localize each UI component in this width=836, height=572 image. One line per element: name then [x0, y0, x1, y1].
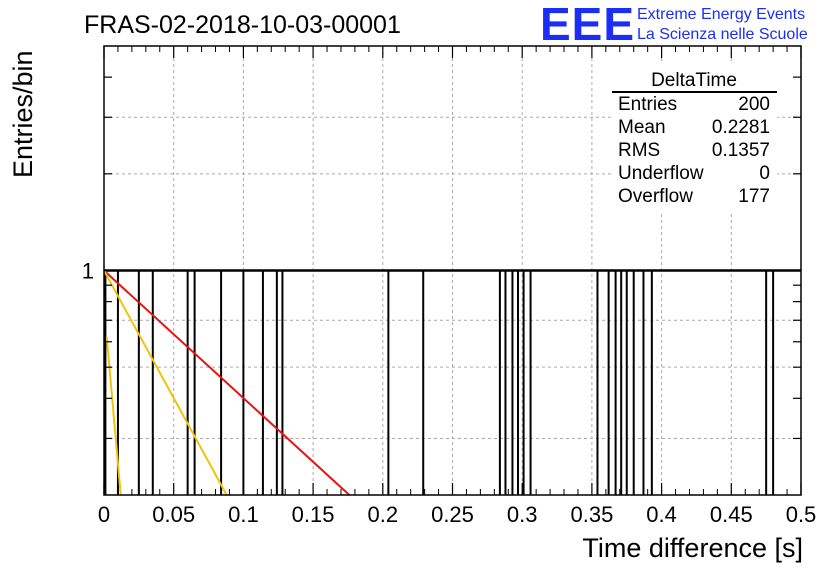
x-tick-label: 0.05: [152, 502, 195, 527]
stats-label-rms: RMS: [618, 140, 660, 161]
x-tick-labels: 0 0.05 0.1 0.15 0.2 0.25 0.3 0.35 0.4 0.45 0.5: [98, 502, 816, 527]
fit-line: [103, 269, 351, 496]
x-tick-label: 0.45: [710, 502, 753, 527]
stats-box: DeltaTime Entries 200 Mean 0.2281 RMS 0.…: [612, 64, 777, 212]
x-tick-label: 0.4: [646, 502, 677, 527]
x-tick-label: 0: [98, 502, 110, 527]
stats-label-entries: Entries: [618, 94, 677, 115]
stats-value-mean: 0.2281: [712, 117, 770, 138]
plot-frame: [103, 45, 802, 496]
x-tick-label: 0.2: [368, 502, 399, 527]
histogram-bars: [104, 269, 801, 495]
stats-value-underflow: 0: [759, 163, 770, 184]
stats-title: DeltaTime: [651, 70, 737, 91]
chart-title: FRAS-02-2018-10-03-00001: [84, 11, 401, 39]
stats-label-mean: Mean: [618, 117, 666, 138]
x-tick-label: 0.3: [507, 502, 538, 527]
x-tick-label: 0.1: [228, 502, 259, 527]
y-tick-labels: 1: [82, 259, 94, 284]
fit-lines: [103, 269, 351, 496]
stats-value-overflow: 177: [738, 186, 770, 207]
x-tick-label: 0.15: [292, 502, 335, 527]
logo-subtitle-1: Extreme Energy Events: [637, 6, 805, 23]
x-axis-label: Time difference [s]: [582, 533, 803, 563]
eee-logo: EEE: [540, 0, 635, 50]
stats-background: [612, 64, 777, 212]
stats-value-rms: 0.1357: [712, 140, 770, 161]
fit-line: [105, 337, 122, 496]
x-tick-label: 0.25: [431, 502, 474, 527]
x-tick-label: 0.5: [786, 502, 817, 527]
y-axis-label: Entries/bin: [8, 50, 38, 178]
logo-subtitle-2: La Scienza nelle Scuole: [637, 26, 808, 43]
y-tick-label: 1: [82, 259, 94, 284]
stats-label-underflow: Underflow: [618, 163, 704, 184]
stats-value-entries: 200: [738, 94, 770, 115]
fit-line: [103, 270, 228, 496]
x-tick-label: 0.35: [570, 502, 613, 527]
stats-label-overflow: Overflow: [618, 186, 693, 207]
